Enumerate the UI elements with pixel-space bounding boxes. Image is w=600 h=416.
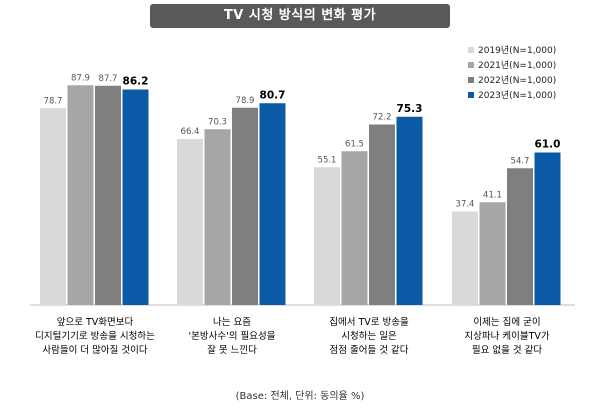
legend-label: 2021년(N=1,000): [478, 61, 557, 71]
data-label: 37.4: [456, 200, 475, 210]
data-label: 41.1: [483, 190, 502, 200]
category-label: 지상파나 케이블TV가: [464, 331, 550, 342]
data-label: 61.5: [345, 139, 364, 149]
category-label: 집에서 TV로 방송을: [329, 316, 409, 328]
category-label: 점점 줄어들 것 같다: [330, 344, 409, 356]
legend-swatch: [468, 61, 474, 68]
bar: [232, 107, 258, 305]
bar: [452, 211, 478, 305]
category-label: 사람들이 더 많아질 것이다: [42, 344, 147, 356]
data-label: 87.7: [99, 74, 118, 84]
data-label: 70.3: [208, 117, 227, 127]
data-label: 61.0: [535, 139, 561, 151]
bar: [479, 202, 506, 305]
legend: 2019년(N=1,000) 2021년(N=1,000) 2022년(N=1,…: [468, 42, 556, 102]
data-label: 66.4: [181, 127, 200, 137]
category-label: 디지털기기로 방송을 시청하는: [35, 330, 155, 342]
bar: [122, 89, 149, 305]
chart-title: TV 시청 방식의 변화 평가: [223, 8, 377, 23]
data-label: 80.7: [260, 89, 286, 101]
bar: [314, 167, 340, 305]
legend-label: 2023년(N=1,000): [478, 91, 557, 101]
legend-item: 2019년(N=1,000): [468, 42, 556, 57]
legend-label: 2019년(N=1,000): [478, 46, 557, 56]
bar: [369, 124, 395, 305]
data-label: 72.2: [373, 113, 392, 123]
bar: [259, 103, 286, 305]
category-label: 필요 없을 것 같다: [472, 344, 542, 356]
category-label: 앞으로 TV화면보다: [57, 316, 134, 328]
legend-item: 2023년(N=1,000): [468, 87, 556, 102]
data-label: 75.3: [397, 103, 423, 115]
bar: [396, 116, 423, 305]
data-label: 54.7: [511, 156, 530, 166]
category-label: 이제는 집에 굳이: [473, 316, 540, 328]
legend-swatch: [468, 76, 474, 83]
chart-title-bar: TV 시청 방식의 변화 평가: [150, 4, 450, 28]
data-label: 87.9: [71, 73, 90, 83]
bar: [534, 152, 561, 305]
bar: [40, 108, 66, 305]
bar: [507, 168, 533, 305]
footnote: (Base: 전체, 단위: 동의율 %): [235, 391, 365, 402]
bar: [204, 129, 231, 305]
data-label: 86.2: [123, 76, 149, 88]
bar: [177, 139, 203, 305]
data-label: 78.7: [44, 96, 63, 106]
bar: [95, 85, 121, 305]
legend-item: 2021년(N=1,000): [468, 57, 556, 72]
bar: [67, 85, 94, 305]
data-label: 78.9: [236, 96, 255, 106]
legend-item: 2022년(N=1,000): [468, 72, 556, 87]
category-label: '본방사수'의 필요성을: [189, 330, 276, 342]
category-label: 나는 요즘: [213, 317, 251, 328]
legend-label: 2022년(N=1,000): [478, 76, 557, 86]
legend-swatch: [468, 91, 474, 98]
legend-swatch: [468, 46, 474, 53]
category-label: 잘 못 느낀다: [207, 344, 257, 356]
bar: [341, 151, 368, 305]
data-label: 55.1: [318, 155, 337, 165]
category-label: 시청하는 일은: [341, 330, 397, 342]
